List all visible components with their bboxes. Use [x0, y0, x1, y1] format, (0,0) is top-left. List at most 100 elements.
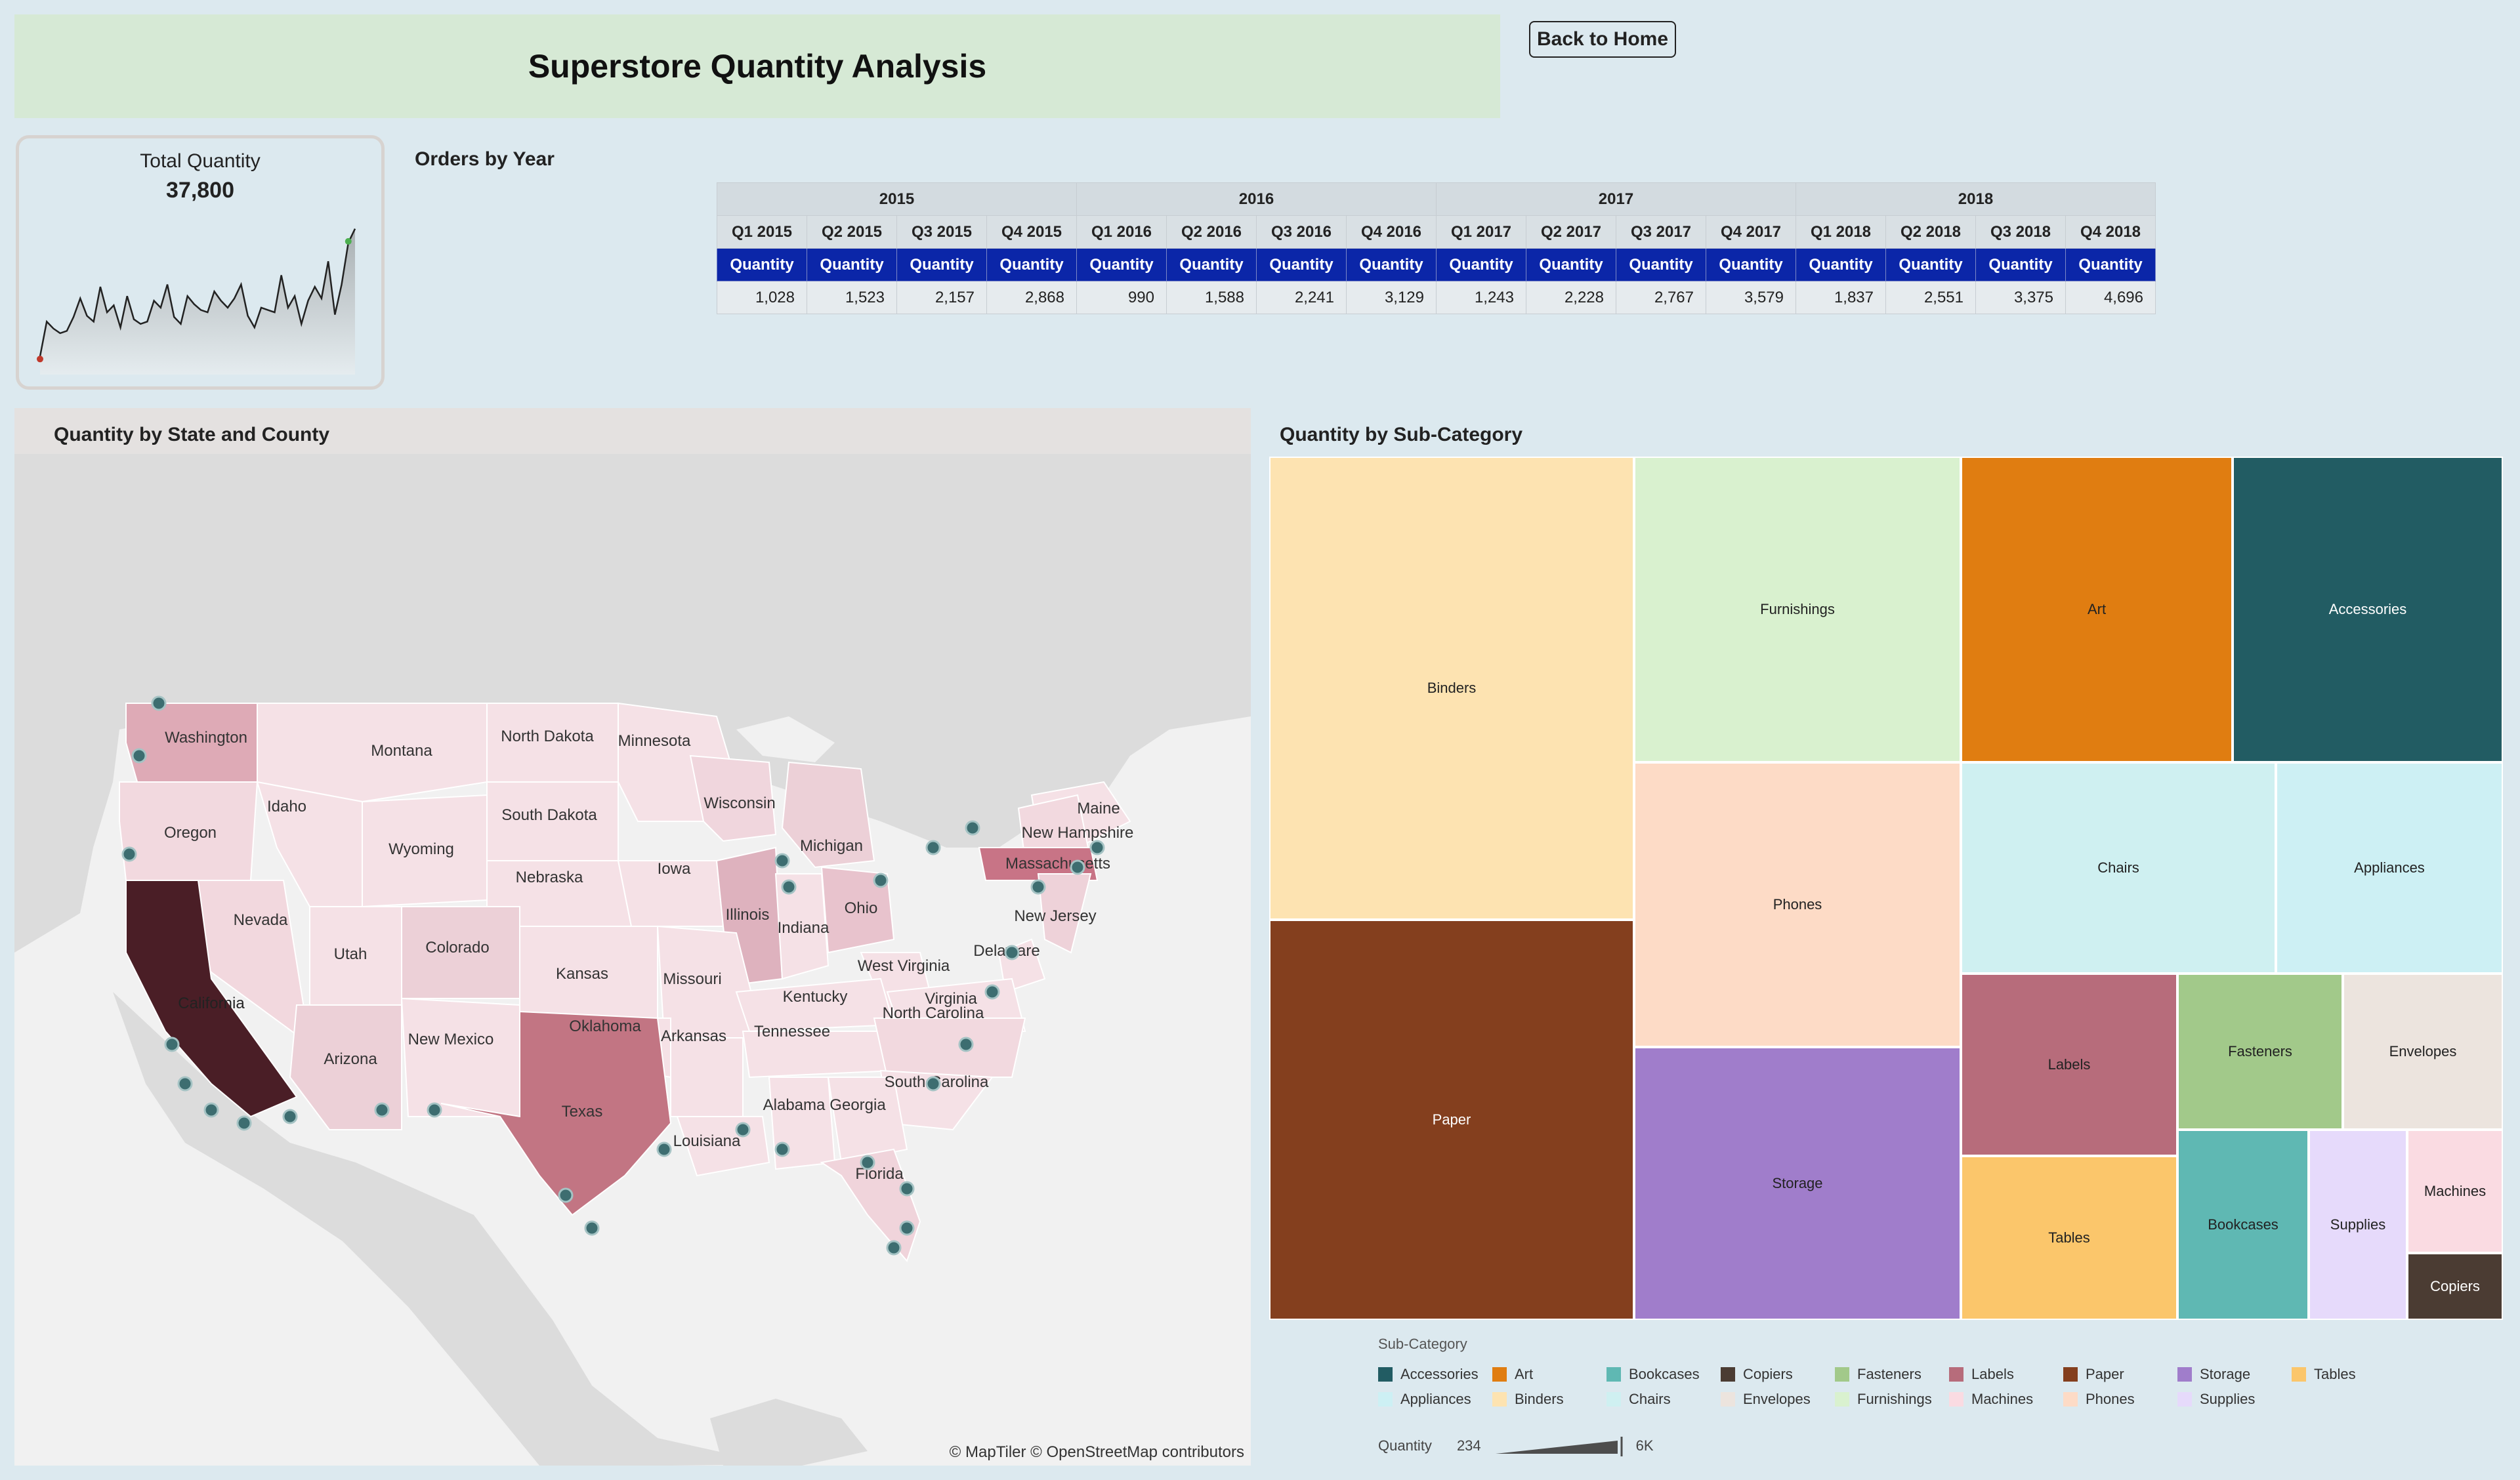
- treemap-tile[interactable]: Storage: [1634, 1047, 1961, 1320]
- state-label: Nebraska: [516, 869, 583, 886]
- title-banner: Superstore Quantity Analysis: [14, 14, 1500, 118]
- legend-item[interactable]: Chairs: [1606, 1391, 1671, 1408]
- legend-item[interactable]: Supplies: [2177, 1391, 2255, 1408]
- county-marker[interactable]: [886, 1240, 902, 1256]
- county-marker[interactable]: [656, 1141, 672, 1157]
- map-canvas[interactable]: Washington Montana North Dakota Minnesota Ma…: [14, 454, 1251, 1466]
- county-marker[interactable]: [131, 748, 147, 764]
- legend-item[interactable]: Machines: [1949, 1391, 2033, 1408]
- county-marker[interactable]: [558, 1187, 574, 1203]
- treemap-tile[interactable]: Copiers: [2407, 1253, 2503, 1320]
- state-shape[interactable]: [289, 1004, 402, 1130]
- legend-item[interactable]: Fasteners: [1835, 1366, 1922, 1383]
- state-shape[interactable]: [781, 761, 875, 869]
- treemap-tile[interactable]: Bookcases: [2177, 1130, 2309, 1320]
- treemap-tile[interactable]: Supplies: [2309, 1130, 2407, 1320]
- legend-item[interactable]: Appliances: [1378, 1391, 1471, 1408]
- legend-item[interactable]: Tables: [2292, 1366, 2356, 1383]
- legend-item[interactable]: Envelopes: [1721, 1391, 1811, 1408]
- quarter-header: Q3 2015: [896, 215, 987, 249]
- quarter-header: Q3 2016: [1256, 215, 1347, 249]
- state-shape[interactable]: [689, 754, 777, 842]
- subcategory-treemap[interactable]: Binders Paper Furnishings Phones Storage Art A…: [1269, 457, 2503, 1320]
- treemap-tile[interactable]: Paper: [1269, 920, 1634, 1320]
- county-marker[interactable]: [1070, 859, 1085, 875]
- state-shape[interactable]: [400, 997, 520, 1117]
- county-marker[interactable]: [584, 1220, 600, 1236]
- county-marker[interactable]: [374, 1102, 390, 1118]
- treemap-tile[interactable]: Binders: [1269, 457, 1634, 920]
- state-shape[interactable]: [1037, 873, 1092, 954]
- treemap-tile[interactable]: Labels: [1961, 974, 2177, 1156]
- county-marker[interactable]: [925, 1076, 941, 1092]
- treemap-tile[interactable]: Accessories: [2233, 457, 2503, 762]
- kpi-value: 37,800: [166, 178, 234, 203]
- county-marker[interactable]: [177, 1076, 193, 1092]
- legend-item[interactable]: Furnishings: [1835, 1391, 1932, 1408]
- state-county-map[interactable]: Washington Montana North Dakota Minnesota Ma…: [14, 454, 1251, 1466]
- county-marker[interactable]: [735, 1122, 751, 1138]
- county-marker[interactable]: [873, 873, 889, 888]
- state-shape[interactable]: [873, 1018, 1026, 1078]
- treemap-tile[interactable]: Art: [1961, 457, 2233, 762]
- state-shape[interactable]: [820, 866, 895, 954]
- treemap-tile[interactable]: Tables: [1961, 1156, 2177, 1320]
- quantity-cell: 3,129: [1346, 281, 1437, 314]
- state-shape[interactable]: [827, 1077, 908, 1164]
- county-marker[interactable]: [164, 1037, 180, 1052]
- county-marker[interactable]: [860, 1155, 875, 1170]
- legend-item[interactable]: Phones: [2063, 1391, 2135, 1408]
- sparkline-area: [40, 228, 355, 375]
- treemap-tile[interactable]: Chairs: [1961, 762, 2276, 974]
- county-marker[interactable]: [151, 695, 167, 711]
- treemap-tile[interactable]: Phones: [1634, 762, 1961, 1047]
- county-marker[interactable]: [1089, 840, 1105, 855]
- county-marker[interactable]: [925, 840, 941, 855]
- county-marker[interactable]: [984, 984, 1000, 1000]
- county-marker[interactable]: [236, 1115, 252, 1131]
- county-marker[interactable]: [1030, 879, 1046, 895]
- legend-item[interactable]: Copiers: [1721, 1366, 1793, 1383]
- legend-item[interactable]: Bookcases: [1606, 1366, 1700, 1383]
- back-to-home-button[interactable]: Back to Home: [1529, 21, 1676, 58]
- legend-item[interactable]: Accessories: [1378, 1366, 1479, 1383]
- county-marker[interactable]: [427, 1102, 442, 1118]
- county-marker[interactable]: [774, 853, 790, 869]
- state-shape[interactable]: [670, 1037, 744, 1117]
- county-marker[interactable]: [958, 1037, 974, 1052]
- state-shape[interactable]: [820, 1148, 921, 1262]
- states-layer[interactable]: [119, 702, 1131, 1262]
- county-marker[interactable]: [965, 820, 980, 836]
- county-marker[interactable]: [1004, 945, 1020, 960]
- legend-title: Sub-Category: [1378, 1336, 1467, 1352]
- county-marker[interactable]: [121, 846, 137, 862]
- state-shape[interactable]: [978, 847, 1099, 881]
- treemap-tile[interactable]: Furnishings: [1634, 457, 1961, 762]
- year-header: 2016: [1076, 182, 1437, 216]
- legend-swatch: [1835, 1392, 1849, 1407]
- state-label: Oklahoma: [569, 1018, 641, 1035]
- county-markers[interactable]: [121, 695, 1105, 1256]
- state-shape[interactable]: [774, 873, 830, 980]
- county-marker[interactable]: [282, 1109, 298, 1124]
- county-marker[interactable]: [781, 879, 797, 895]
- legend-item[interactable]: Storage: [2177, 1366, 2250, 1383]
- county-marker[interactable]: [203, 1102, 219, 1118]
- treemap-tile-label: Phones: [1773, 896, 1822, 913]
- state-shape[interactable]: [125, 880, 298, 1118]
- treemap-tile[interactable]: Envelopes: [2343, 974, 2503, 1130]
- county-marker[interactable]: [899, 1220, 915, 1236]
- legend-item[interactable]: Paper: [2063, 1366, 2124, 1383]
- treemap-tile[interactable]: Machines: [2407, 1130, 2503, 1253]
- legend-item[interactable]: Labels: [1949, 1366, 2014, 1383]
- treemap-tile[interactable]: Appliances: [2276, 762, 2503, 974]
- county-marker[interactable]: [774, 1141, 790, 1157]
- treemap-tile[interactable]: Fasteners: [2177, 974, 2343, 1130]
- state-shape[interactable]: [440, 1010, 672, 1216]
- legend-item[interactable]: Binders: [1492, 1391, 1564, 1408]
- county-marker[interactable]: [899, 1181, 915, 1197]
- legend-item[interactable]: Art: [1492, 1366, 1533, 1383]
- state-shape[interactable]: [257, 703, 488, 803]
- state-label: Missouri: [663, 970, 721, 988]
- treemap-tile-label: Furnishings: [1760, 601, 1835, 617]
